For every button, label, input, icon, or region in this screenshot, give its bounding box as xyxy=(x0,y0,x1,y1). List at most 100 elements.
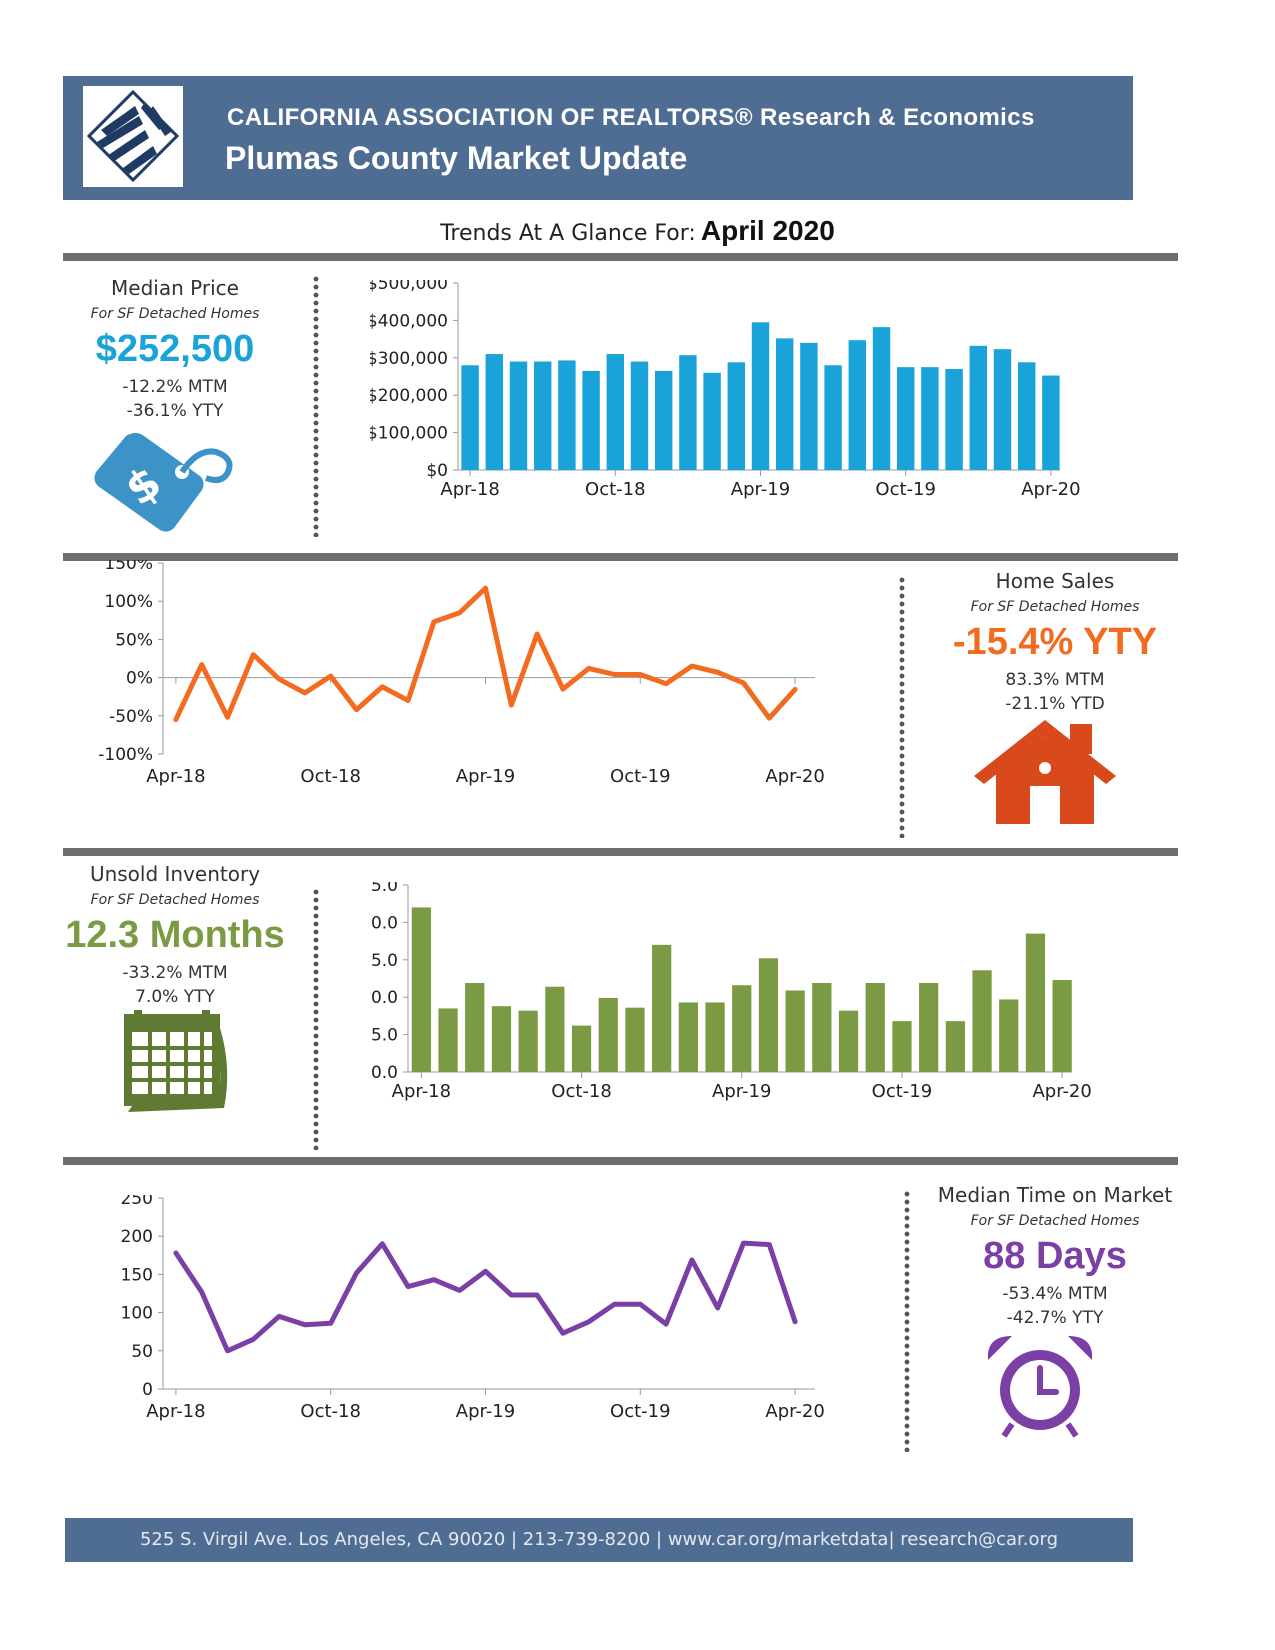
x-tick-label: Apr-20 xyxy=(1032,1081,1091,1102)
header-banner: CALIFORNIA ASSOCIATION OF REALTORS® Rese… xyxy=(63,76,1133,200)
unsold-inventory-panel: Unsold Inventory For SF Detached Homes 1… xyxy=(55,862,295,1009)
kpi-value: 88 Days xyxy=(983,1235,1127,1277)
y-tick-label: 250 xyxy=(121,1195,153,1209)
trends-label: Trends At A Glance For: xyxy=(440,221,696,246)
bar xyxy=(630,361,649,470)
y-tick-label: $300,000 xyxy=(370,349,448,369)
kpi-change-mtm: -12.2% MTM xyxy=(122,377,228,397)
x-tick-label: Apr-20 xyxy=(1021,479,1080,500)
bar xyxy=(598,997,618,1072)
dotted-separator xyxy=(904,1190,910,1452)
kpi-change-ytd: -21.1% YTD xyxy=(1005,694,1105,714)
y-tick-label: $0 xyxy=(426,461,448,481)
time-on-market-chart: 0 50 100 150 200 250 Apr-18 Oct-18 Apr-19 Oct-19 A… xyxy=(121,1195,825,1422)
x-tick-label: Apr-19 xyxy=(456,1401,515,1422)
y-tick-label: 20.0 xyxy=(370,913,398,933)
y-tick-label: 0 xyxy=(142,1380,153,1400)
chart-plot: $0 $100,000 $200,000 $300,000 $400,000 $500,0… xyxy=(370,280,1081,500)
bar xyxy=(1025,933,1046,1072)
x-tick-label: Apr-18 xyxy=(146,1401,205,1422)
bar xyxy=(1042,375,1060,470)
unsold-inventory-chart: 0.0 5.0 10.0 15.0 20.0 25.0 Apr-18 Oct-18 Apr-19… xyxy=(370,882,1092,1102)
bar xyxy=(679,355,697,470)
bar xyxy=(606,354,625,470)
x-tick-label: Oct-18 xyxy=(551,1081,612,1102)
x-tick-label: Apr-19 xyxy=(712,1081,771,1102)
bar xyxy=(465,982,485,1072)
dotted-separator xyxy=(899,576,905,838)
bar xyxy=(969,345,988,470)
bar xyxy=(775,338,794,470)
price-tag-icon: $ xyxy=(94,433,233,532)
bar xyxy=(945,369,963,470)
y-tick-label: 0% xyxy=(126,669,153,689)
x-tick-label: Oct-19 xyxy=(872,1081,933,1102)
section-divider xyxy=(63,1157,1178,1165)
bar xyxy=(785,990,805,1072)
house-icon xyxy=(974,720,1116,824)
section-divider xyxy=(63,253,1178,261)
x-tick-label: Apr-18 xyxy=(146,766,205,787)
x-tick-label: Oct-18 xyxy=(300,1401,361,1422)
bar xyxy=(705,1002,725,1072)
bar xyxy=(558,360,576,470)
kpi-title: Median Price xyxy=(111,276,239,300)
y-tick-label: 0.0 xyxy=(371,1063,398,1083)
bar xyxy=(892,1021,912,1072)
bar xyxy=(758,958,779,1072)
x-tick-label: Apr-19 xyxy=(731,479,790,500)
y-tick-label: 25.0 xyxy=(370,882,398,896)
bar xyxy=(533,361,552,470)
footer-contact: 525 S. Virgil Ave. Los Angeles, CA 90020… xyxy=(139,1529,1059,1550)
kpi-title: Home Sales xyxy=(995,569,1115,593)
bar xyxy=(824,365,842,470)
y-tick-label: -100% xyxy=(98,745,153,765)
kpi-change-yty: -36.1% YTY xyxy=(126,401,224,421)
alarm-clock-icon xyxy=(987,1336,1093,1438)
x-tick-label: Apr-20 xyxy=(765,766,824,787)
kpi-change-yty: 7.0% YTY xyxy=(135,987,215,1007)
x-tick-label: Oct-19 xyxy=(610,766,671,787)
bar xyxy=(945,1021,965,1072)
x-tick-label: Oct-18 xyxy=(585,479,646,500)
y-tick-label: 10.0 xyxy=(370,988,398,1008)
bar xyxy=(461,365,479,470)
dotted-separator xyxy=(313,275,319,537)
bar xyxy=(838,1010,859,1072)
y-tick-label: 150% xyxy=(104,560,153,574)
median-price-chart: $0 $100,000 $200,000 $300,000 $400,000 $500,0… xyxy=(370,280,1081,500)
chart-plot: 0 50 100 150 200 250 Apr-18 Oct-18 Apr-19 Oct-19 A… xyxy=(121,1195,825,1422)
bar xyxy=(993,349,1012,470)
home-sales-panel: Home Sales For SF Detached Homes -15.4% … xyxy=(935,569,1175,716)
bar xyxy=(485,354,504,470)
y-tick-label: 100% xyxy=(104,592,153,612)
y-tick-label: $200,000 xyxy=(370,386,448,406)
section-divider xyxy=(63,848,1178,856)
bar xyxy=(1017,362,1036,470)
x-tick-label: Apr-19 xyxy=(456,766,515,787)
calendar-icon xyxy=(124,1010,228,1112)
dotted-separator xyxy=(313,888,319,1150)
kpi-value: $252,500 xyxy=(95,328,255,370)
kpi-change-mtm: -33.2% MTM xyxy=(122,963,228,983)
bar xyxy=(571,1025,592,1072)
kpi-title: Unsold Inventory xyxy=(89,862,261,886)
x-tick-label: Oct-19 xyxy=(610,1401,671,1422)
bar xyxy=(438,1008,458,1072)
bar xyxy=(865,982,885,1072)
x-tick-label: Oct-18 xyxy=(300,766,361,787)
trends-period: April 2020 xyxy=(700,215,835,246)
bar xyxy=(999,999,1019,1072)
x-tick-label: Apr-18 xyxy=(440,479,499,500)
kpi-value: -15.4% YTY xyxy=(952,621,1158,663)
bar xyxy=(812,982,832,1072)
bar xyxy=(652,944,672,1072)
y-tick-label: 50% xyxy=(115,630,153,650)
bar xyxy=(921,367,939,470)
y-tick-label: 100 xyxy=(121,1304,153,1324)
y-tick-label: $500,000 xyxy=(370,280,448,294)
bar xyxy=(872,327,891,470)
org-title: CALIFORNIA ASSOCIATION OF REALTORS® Rese… xyxy=(227,104,1035,131)
bar xyxy=(732,985,752,1072)
bar xyxy=(411,907,431,1072)
